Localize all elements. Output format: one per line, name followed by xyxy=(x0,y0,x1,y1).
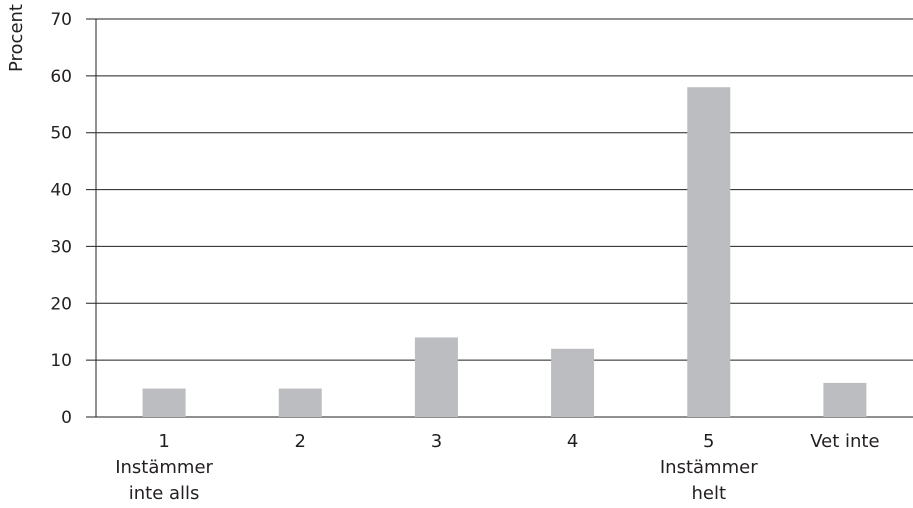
x-tick-label: inte alls xyxy=(129,483,200,504)
y-tick-label: 30 xyxy=(50,237,72,257)
bar xyxy=(823,382,867,417)
gridlines xyxy=(86,18,913,418)
y-tick-label: 0 xyxy=(61,408,72,428)
y-tick-label: 60 xyxy=(50,67,72,87)
bars xyxy=(142,87,867,417)
bar xyxy=(551,348,595,417)
x-tick-label: Instämmer xyxy=(115,457,213,478)
x-tick-label: 4 xyxy=(567,431,578,452)
y-axis-title: Procent xyxy=(6,4,27,72)
y-tick-label: 10 xyxy=(50,351,72,371)
x-tick-label: 2 xyxy=(295,431,306,452)
x-tick-label: helt xyxy=(691,483,726,504)
y-tick-labels: 0 10 20 30 40 50 60 70 xyxy=(50,10,72,428)
bar xyxy=(414,337,458,417)
x-tick-label: 5 xyxy=(703,431,714,452)
y-tick-label: 40 xyxy=(50,181,72,201)
y-tick-label: 20 xyxy=(50,294,72,314)
x-tick-label: Instämmer xyxy=(660,457,758,478)
y-tick-label: 70 xyxy=(50,10,72,30)
x-tick-label: 1 xyxy=(158,431,169,452)
x-tick-label: 3 xyxy=(431,431,442,452)
x-tick-label: Vet inte xyxy=(810,431,879,452)
bar xyxy=(278,388,322,417)
x-tick-labels: 1 Instämmer inte alls 2 3 4 5 Instämmer helt Vet … xyxy=(115,431,879,504)
bar xyxy=(142,388,186,417)
y-tick-label: 50 xyxy=(50,124,72,144)
bar xyxy=(687,87,731,417)
